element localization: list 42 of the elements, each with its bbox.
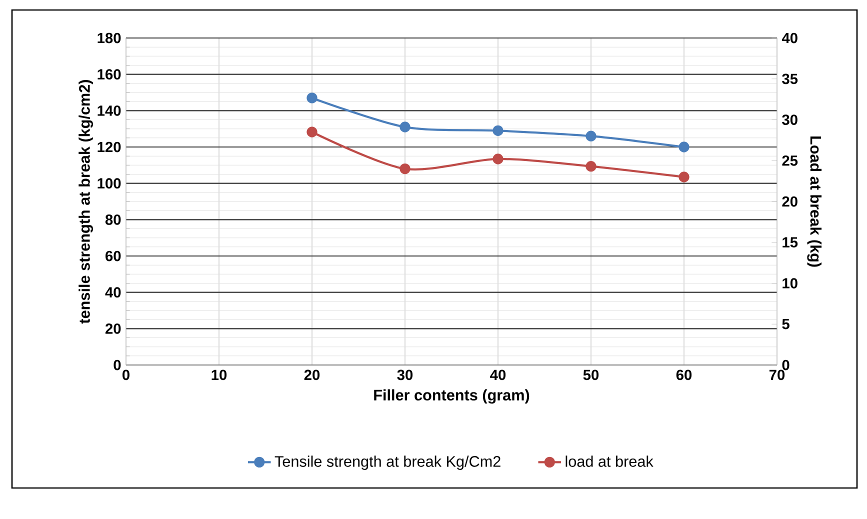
y-tick-label: 0 (114, 360, 121, 370)
point (306, 92, 318, 104)
point (586, 161, 596, 172)
x-tick-label: 40 (490, 370, 506, 380)
y2-tick-label: 5 (782, 319, 790, 330)
y2-tick-label: 40 (782, 32, 798, 44)
y2-tick-label: 25 (782, 155, 798, 166)
y-axis-title: tensile strength at break (kg/cm2) (78, 80, 93, 324)
point (400, 163, 410, 174)
y-tick-label: 160 (98, 69, 121, 80)
y2-axis-title: Load at break (kg) (807, 136, 822, 267)
point (678, 142, 690, 152)
y2-tick-label: 0 (782, 360, 790, 370)
x-tick-label: 50 (583, 370, 599, 380)
x-tick-label: 30 (397, 370, 413, 380)
x-tick-label: 60 (676, 370, 692, 380)
y2-tick-label: 10 (782, 278, 798, 288)
x-tick-label: 70 (769, 370, 785, 380)
legend-label: load at break (566, 456, 654, 467)
y-tick-label: 60 (106, 250, 121, 262)
point (492, 125, 504, 136)
legend-label: Tensile strength at break Kg/Cm2 (274, 456, 500, 470)
point (678, 172, 690, 182)
x-axis-title: Filler contents (gram) (374, 389, 530, 404)
point (400, 122, 410, 132)
x-tick-label: 10 (212, 370, 227, 380)
y-tick-label: 120 (98, 142, 121, 152)
y2-tick-label: 30 (782, 114, 798, 125)
point (492, 154, 504, 164)
y-tick-label: 80 (105, 214, 121, 225)
y-tick-label: 180 (98, 32, 121, 44)
y2-tick-label: 35 (782, 74, 798, 84)
point (306, 126, 318, 138)
point (586, 130, 596, 142)
x-tick-label: 0 (122, 370, 130, 380)
x-tick-label: 20 (304, 370, 320, 380)
y-tick-label: 140 (98, 105, 121, 116)
y2-tick-label: 20 (782, 196, 798, 207)
y-tick-label: 100 (98, 178, 121, 189)
y2-tick-label: 15 (782, 237, 798, 248)
y-tick-label: 20 (105, 323, 121, 334)
y-tick-label: 40 (105, 287, 121, 298)
